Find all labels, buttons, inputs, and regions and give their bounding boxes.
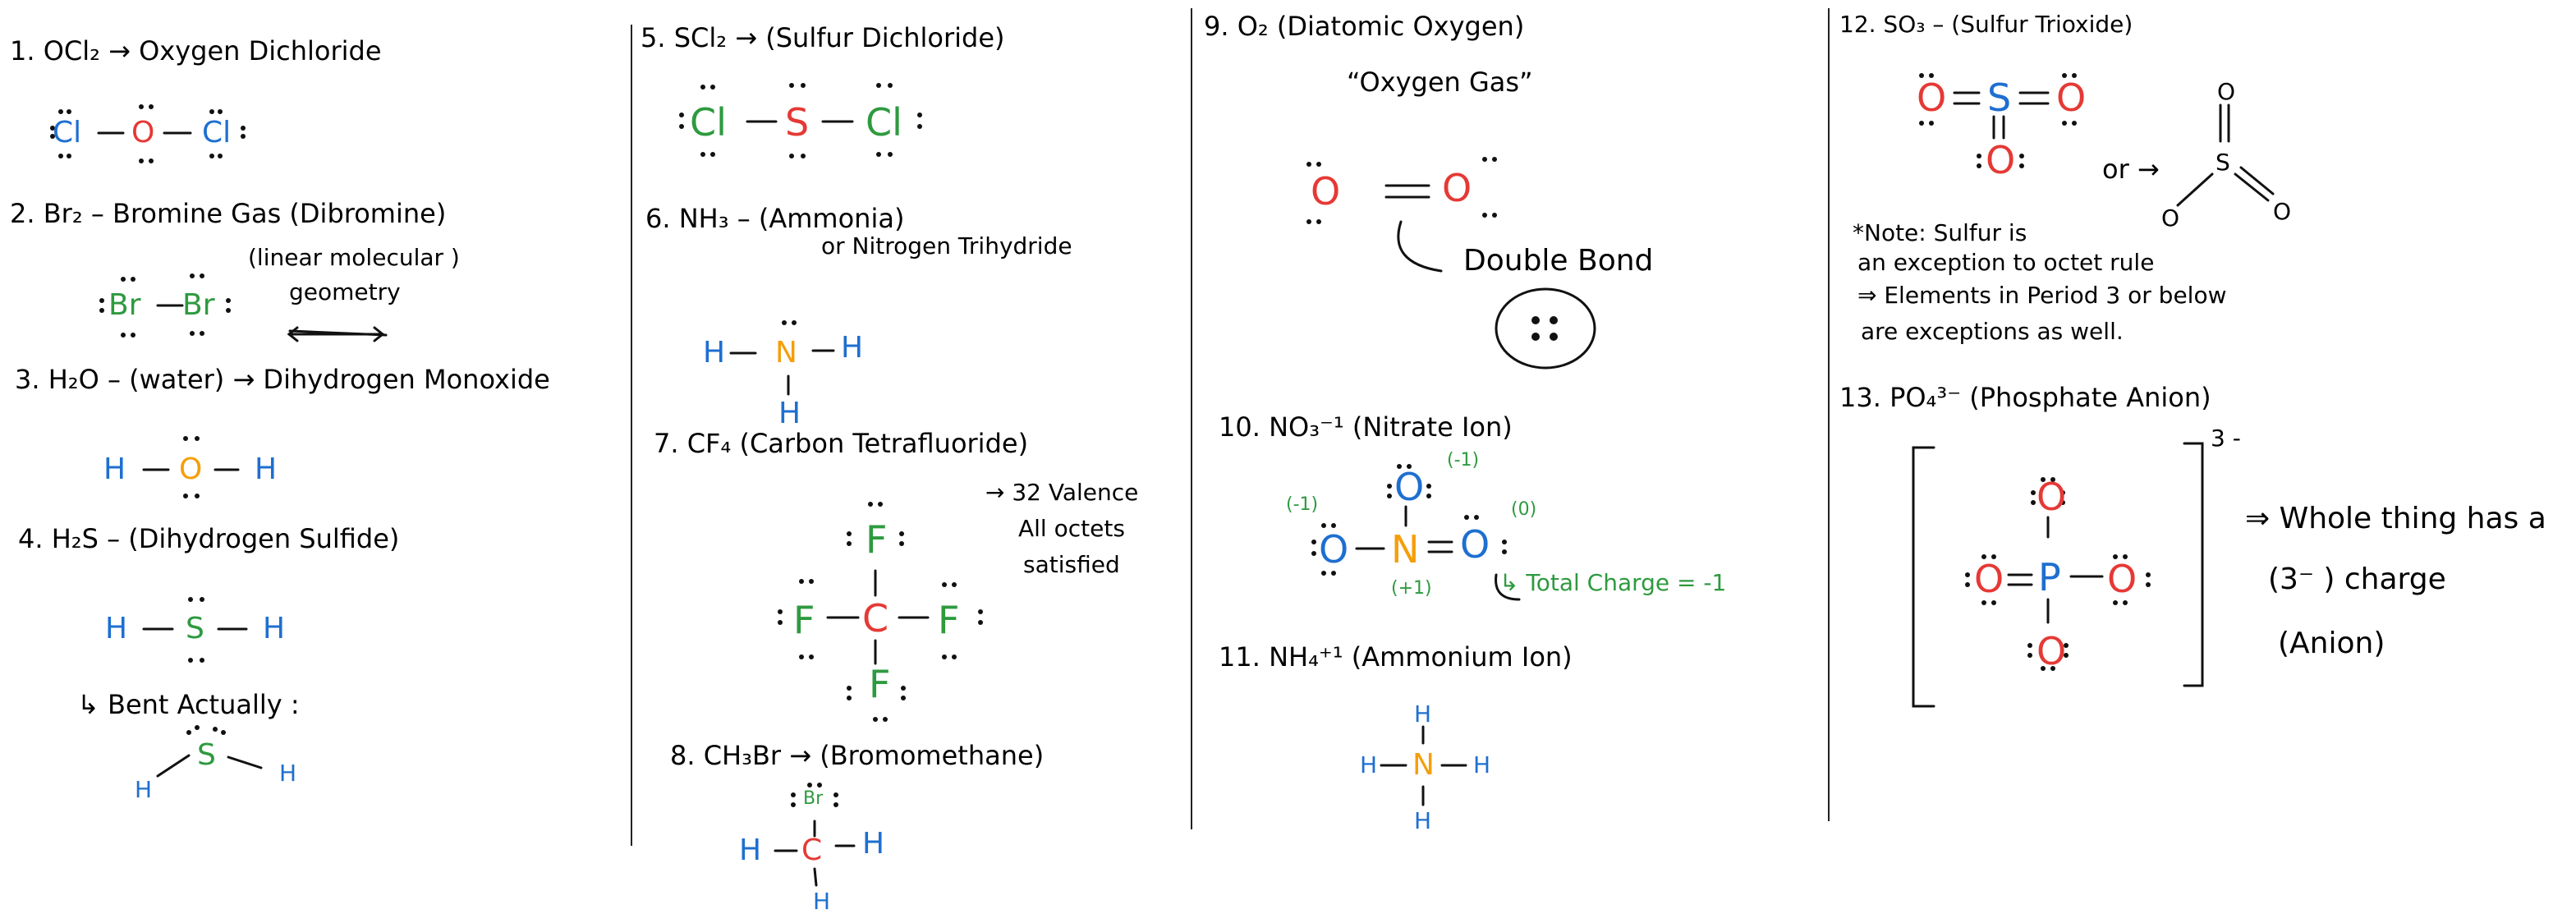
so3-s: S bbox=[1987, 76, 2012, 120]
h2o-o: O bbox=[179, 452, 203, 486]
no3-charge-right: (0) bbox=[1511, 499, 1537, 520]
nh4-h-right: H bbox=[1473, 751, 1491, 778]
no3-title: 10. NO₃⁻¹ (Nitrate Ion) bbox=[1219, 411, 1513, 443]
total-charge-label: ↳ Total Charge = -1 bbox=[1499, 569, 1727, 596]
no3-o-top: O bbox=[1394, 465, 1425, 509]
cf4-note-satisfied: satisfied bbox=[1023, 551, 1120, 578]
nh3-h-bottom: H bbox=[778, 397, 801, 430]
column-divider-2 bbox=[1191, 8, 1192, 829]
nh3-title: 6. NH₃ – (Ammonia) bbox=[645, 203, 905, 234]
nh3-subtitle: or Nitrogen Trihydride bbox=[821, 232, 1072, 259]
h2o-h-right: H bbox=[255, 452, 278, 486]
o2-o-right: O bbox=[1442, 166, 1472, 210]
o2-o-left: O bbox=[1311, 169, 1341, 214]
so3-note-line1: *Note: Sulfur is bbox=[1853, 219, 2027, 246]
nh4-h-top: H bbox=[1414, 700, 1432, 728]
so3-alt-o-left: O bbox=[2161, 204, 2180, 232]
no3-charge-top: (-1) bbox=[1447, 450, 1480, 471]
whole-thing-line1: ⇒ Whole thing has a bbox=[2245, 502, 2546, 535]
cf4-f-top: F bbox=[866, 517, 888, 562]
scl2-title: 5. SCl₂ → (Sulfur Dichloride) bbox=[641, 22, 1005, 53]
ch3br-h-bottom: H bbox=[813, 888, 831, 915]
so3-note-line3: ⇒ Elements in Period 3 or below bbox=[1857, 282, 2227, 309]
so3-o-left: O bbox=[1917, 76, 1947, 120]
ch3br-h-right: H bbox=[862, 827, 885, 861]
ch3br-h-left: H bbox=[739, 833, 762, 867]
column-divider-3 bbox=[1828, 8, 1830, 821]
cf4-c: C bbox=[862, 596, 889, 641]
h2o-title: 3. H₂O – (water) → Dihydrogen Monoxide bbox=[15, 364, 550, 395]
po4-o-right: O bbox=[2107, 557, 2137, 601]
cf4-f-left: F bbox=[793, 598, 815, 642]
nh3-h-right: H bbox=[841, 331, 864, 365]
cf4-f-right: F bbox=[938, 598, 960, 642]
po4-title: 13. PO₄³⁻ (Phosphate Anion) bbox=[1839, 382, 2211, 413]
ocl2-cl-left: Cl bbox=[53, 116, 82, 149]
o2-title: 9. O₂ (Diatomic Oxygen) bbox=[1204, 11, 1525, 42]
so3-alt-o-right: O bbox=[2273, 198, 2292, 225]
so3-o-right: O bbox=[2056, 76, 2087, 120]
po4-o-left: O bbox=[1974, 557, 2004, 601]
so3-alt-o-top: O bbox=[2217, 78, 2236, 105]
cf4-f-bottom: F bbox=[869, 662, 891, 706]
so3-alt-s: S bbox=[2216, 149, 2230, 176]
br2-br-left: Br bbox=[108, 288, 141, 322]
cf4-note-valence: → 32 Valence bbox=[985, 479, 1139, 506]
ch3br-br: Br bbox=[803, 788, 824, 809]
h2s-h-right: H bbox=[263, 612, 286, 645]
ocl2-o: O bbox=[131, 116, 155, 149]
no3-o-left: O bbox=[1319, 527, 1349, 572]
nh4-h-bottom: H bbox=[1414, 807, 1432, 834]
br2-note-linear: (linear molecular ) bbox=[248, 244, 460, 271]
so3-or-arrow: or → bbox=[2102, 154, 2160, 185]
nh3-h-left: H bbox=[703, 336, 726, 370]
cf4-title: 7. CF₄ (Carbon Tetrafluoride) bbox=[654, 428, 1029, 459]
h2o-h-left: H bbox=[103, 452, 126, 486]
so3-title: 12. SO₃ – (Sulfur Trioxide) bbox=[1839, 11, 2133, 38]
po4-p: P bbox=[2038, 555, 2061, 599]
so3-o-bottom: O bbox=[1986, 138, 2016, 182]
bent-note: ↳ Bent Actually : bbox=[77, 689, 300, 720]
po4-o-bottom: O bbox=[2036, 629, 2067, 673]
h2s-s: S bbox=[186, 612, 204, 645]
bent-s: S bbox=[197, 738, 216, 772]
nh4-h-left: H bbox=[1360, 751, 1378, 778]
br2-note-geometry: geometry bbox=[289, 278, 401, 305]
ch3br-title: 8. CH₃Br → (Bromomethane) bbox=[670, 740, 1045, 771]
ch3br-c: C bbox=[801, 833, 823, 867]
nh3-n: N bbox=[775, 336, 797, 370]
no3-charge-left: (-1) bbox=[1286, 494, 1319, 515]
scl2-s: S bbox=[785, 100, 810, 145]
ocl2-cl-right: Cl bbox=[202, 116, 232, 149]
h2s-h-left: H bbox=[105, 612, 128, 645]
scl2-cl-right: Cl bbox=[866, 100, 902, 145]
nh4-n: N bbox=[1412, 748, 1435, 782]
br2-title: 2. Br₂ – Bromine Gas (Dibromine) bbox=[10, 198, 447, 229]
no3-charge-n: (+1) bbox=[1391, 578, 1432, 599]
nh4-title: 11. NH₄⁺¹ (Ammonium Ion) bbox=[1219, 641, 1573, 673]
no3-o-right: O bbox=[1460, 522, 1490, 567]
no3-n: N bbox=[1391, 527, 1420, 572]
h2s-title: 4. H₂S – (Dihydrogen Sulfide) bbox=[18, 523, 400, 554]
column-divider-1 bbox=[631, 25, 632, 846]
whole-thing-line2: (3⁻ ) charge bbox=[2268, 563, 2446, 596]
whole-thing-line3: (Anion) bbox=[2278, 627, 2385, 660]
so3-note-line2: an exception to octet rule bbox=[1857, 249, 2155, 276]
bent-h-left: H bbox=[135, 776, 153, 803]
po4-o-top: O bbox=[2036, 475, 2067, 519]
cf4-note-octets: All octets bbox=[1018, 515, 1125, 542]
so3-note-line4: are exceptions as well. bbox=[1861, 318, 2124, 345]
double-bond-label: Double Bond bbox=[1463, 244, 1654, 278]
ocl2-title: 1. OCl₂ → Oxygen Dichloride bbox=[10, 35, 382, 67]
o2-subtitle: “Oxygen Gas” bbox=[1347, 67, 1533, 98]
bent-h-right: H bbox=[279, 760, 297, 787]
po4-bracket-charge: 3 - bbox=[2211, 425, 2241, 452]
br2-br-right: Br bbox=[182, 288, 215, 322]
scl2-cl-left: Cl bbox=[690, 100, 727, 145]
